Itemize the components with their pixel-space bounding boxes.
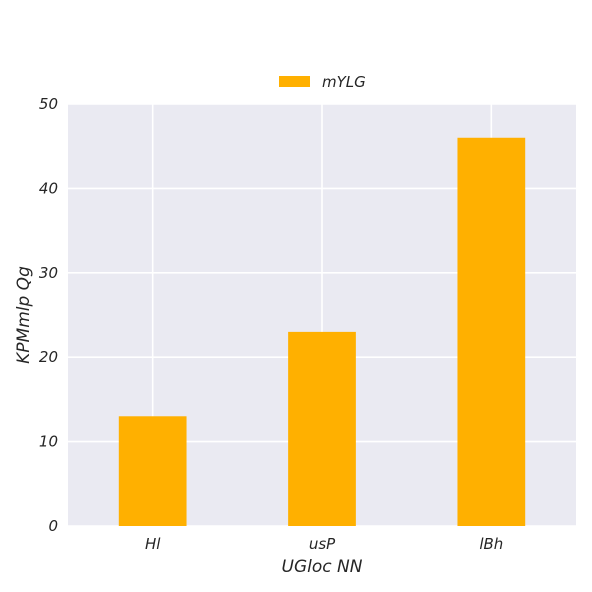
y-tick-label: 10 bbox=[39, 433, 58, 451]
bars bbox=[118, 137, 526, 526]
y-tick-label: 0 bbox=[48, 517, 58, 535]
x-axis-ticks: Hl usP lBh bbox=[145, 535, 503, 553]
bar bbox=[118, 416, 187, 526]
x-tick-label: usP bbox=[309, 535, 336, 553]
bar bbox=[457, 137, 526, 526]
legend-label: mYLG bbox=[322, 73, 366, 91]
x-tick-label: lBh bbox=[479, 535, 503, 553]
y-tick-label: 30 bbox=[39, 264, 58, 282]
y-tick-label: 20 bbox=[39, 348, 58, 366]
y-axis-ticks: 0 10 20 30 40 50 bbox=[39, 95, 58, 535]
y-axis-label: KPMmlp Qg bbox=[14, 266, 34, 364]
y-tick-label: 50 bbox=[39, 95, 58, 113]
y-tick-label: 40 bbox=[39, 179, 58, 197]
legend: mYLG bbox=[279, 73, 366, 91]
x-axis-label: UGloc NN bbox=[282, 557, 363, 577]
legend-swatch bbox=[279, 76, 310, 87]
x-tick-label: Hl bbox=[145, 535, 161, 553]
bar bbox=[288, 331, 356, 526]
